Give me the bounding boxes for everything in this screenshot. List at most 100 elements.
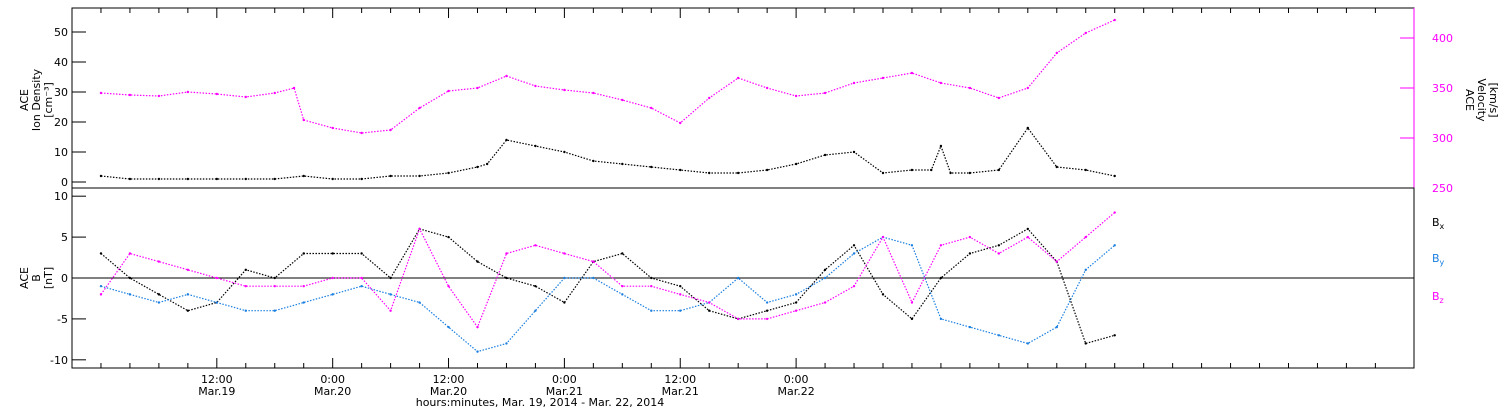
density-point bbox=[736, 171, 740, 175]
bx-point bbox=[852, 244, 856, 247]
bz-point bbox=[360, 276, 363, 280]
density-point bbox=[930, 168, 933, 172]
density-point bbox=[708, 171, 711, 175]
bz-point bbox=[621, 284, 624, 288]
velocity-tick-label: 300 bbox=[1432, 132, 1453, 145]
velocity-point bbox=[592, 91, 595, 95]
density-tick-label: 10 bbox=[54, 146, 68, 159]
velocity-point bbox=[650, 106, 653, 110]
density-point bbox=[1084, 168, 1087, 172]
bx-point bbox=[157, 293, 161, 296]
bx-point bbox=[621, 252, 624, 255]
by-point bbox=[389, 293, 392, 296]
date-tick-label: Mar.19 bbox=[198, 385, 235, 398]
density-point bbox=[823, 153, 827, 157]
velocity-point bbox=[968, 86, 972, 90]
density-point bbox=[997, 168, 1001, 172]
density-point bbox=[534, 144, 537, 148]
bz-point bbox=[302, 284, 305, 288]
by-point bbox=[621, 293, 624, 296]
bx-point bbox=[389, 276, 392, 280]
time-tick-label: 0:00 bbox=[784, 373, 809, 386]
density-point bbox=[679, 168, 682, 172]
density-point bbox=[389, 174, 392, 178]
bz-point bbox=[99, 293, 103, 296]
date-tick-label: Mar.21 bbox=[546, 385, 583, 398]
bx-point bbox=[1026, 227, 1030, 231]
density-tick-label: 50 bbox=[54, 26, 68, 39]
density-point bbox=[1113, 174, 1116, 178]
density-point bbox=[505, 138, 508, 142]
time-tick-label: 12:00 bbox=[433, 373, 465, 386]
bz-point bbox=[1026, 235, 1030, 239]
bx-point bbox=[505, 276, 508, 280]
field-tick-label: 5 bbox=[61, 231, 68, 244]
top-panel-data bbox=[99, 18, 1116, 181]
velocity-point bbox=[360, 131, 363, 135]
density-point bbox=[852, 150, 856, 154]
density-point bbox=[128, 177, 132, 181]
density-point bbox=[1026, 126, 1030, 130]
velocity-point bbox=[939, 81, 943, 85]
time-tick-label: 12:00 bbox=[201, 373, 233, 386]
bx-point bbox=[273, 276, 276, 280]
series-line-by bbox=[100, 236, 1116, 353]
velocity-point bbox=[418, 106, 421, 110]
bz-point bbox=[215, 276, 219, 280]
time-tick-label: 12:00 bbox=[664, 373, 696, 386]
by-point bbox=[563, 276, 566, 280]
velocity-tick-label: 400 bbox=[1432, 32, 1453, 45]
velocity-point bbox=[997, 96, 1001, 100]
velocity-point bbox=[244, 95, 247, 99]
field-axis-label-line3: [nT] bbox=[42, 267, 55, 289]
bx-point bbox=[968, 252, 972, 255]
density-tick-label: 40 bbox=[54, 56, 68, 69]
density-point bbox=[244, 177, 247, 181]
time-axis-ticks: 12:00Mar.190:00Mar.2012:00Mar.200:00Mar.… bbox=[100, 8, 1376, 398]
field-tick-label: 10 bbox=[54, 190, 68, 203]
bz-point bbox=[1113, 211, 1116, 214]
by-point bbox=[1084, 268, 1087, 272]
bz-point bbox=[997, 252, 1001, 255]
density-tick-label: 30 bbox=[54, 86, 68, 99]
bx-point bbox=[331, 252, 334, 255]
velocity-point bbox=[621, 98, 624, 102]
top-panel-frame bbox=[71, 7, 1415, 189]
bz-point bbox=[765, 317, 769, 321]
bz-point bbox=[563, 252, 566, 255]
bx-point bbox=[997, 244, 1001, 247]
bx-point bbox=[302, 252, 305, 255]
top-panel: 0 10 20 30 40 50 250 300 350 400 ACE Ion Density… bbox=[18, 7, 1500, 195]
bx-point bbox=[765, 309, 769, 312]
velocity-point bbox=[679, 121, 682, 125]
bz-point bbox=[679, 293, 682, 296]
velocity-point bbox=[505, 74, 508, 78]
bz-point bbox=[968, 235, 972, 239]
by-point bbox=[910, 244, 914, 247]
density-point bbox=[302, 174, 305, 178]
bx-point bbox=[99, 252, 103, 255]
field-tick-label: 0 bbox=[61, 272, 68, 285]
bz-point bbox=[505, 252, 508, 255]
density-point bbox=[939, 144, 943, 148]
time-axis-label: hours:minutes, Mar. 19, 2014 - Mar. 22, … bbox=[416, 396, 665, 409]
density-point bbox=[794, 162, 798, 166]
density-point bbox=[621, 162, 624, 166]
by-point bbox=[447, 325, 450, 329]
bz-point bbox=[534, 244, 537, 247]
density-point bbox=[157, 177, 161, 181]
by-point bbox=[215, 301, 219, 304]
density-axis-label-line3: [cm⁻³] bbox=[42, 82, 55, 118]
bx-point bbox=[939, 276, 943, 280]
legend: Bx By Bz bbox=[1432, 216, 1445, 305]
field-axis-label-line2: B bbox=[30, 274, 43, 282]
density-point bbox=[650, 165, 653, 169]
bx-point bbox=[360, 252, 363, 255]
bx-point bbox=[650, 276, 653, 280]
bx-point bbox=[823, 268, 827, 272]
by-point bbox=[939, 317, 943, 321]
velocity-point bbox=[331, 126, 334, 130]
legend-bz: Bz bbox=[1432, 290, 1444, 305]
velocity-point bbox=[1026, 86, 1030, 90]
density-point bbox=[99, 174, 103, 178]
